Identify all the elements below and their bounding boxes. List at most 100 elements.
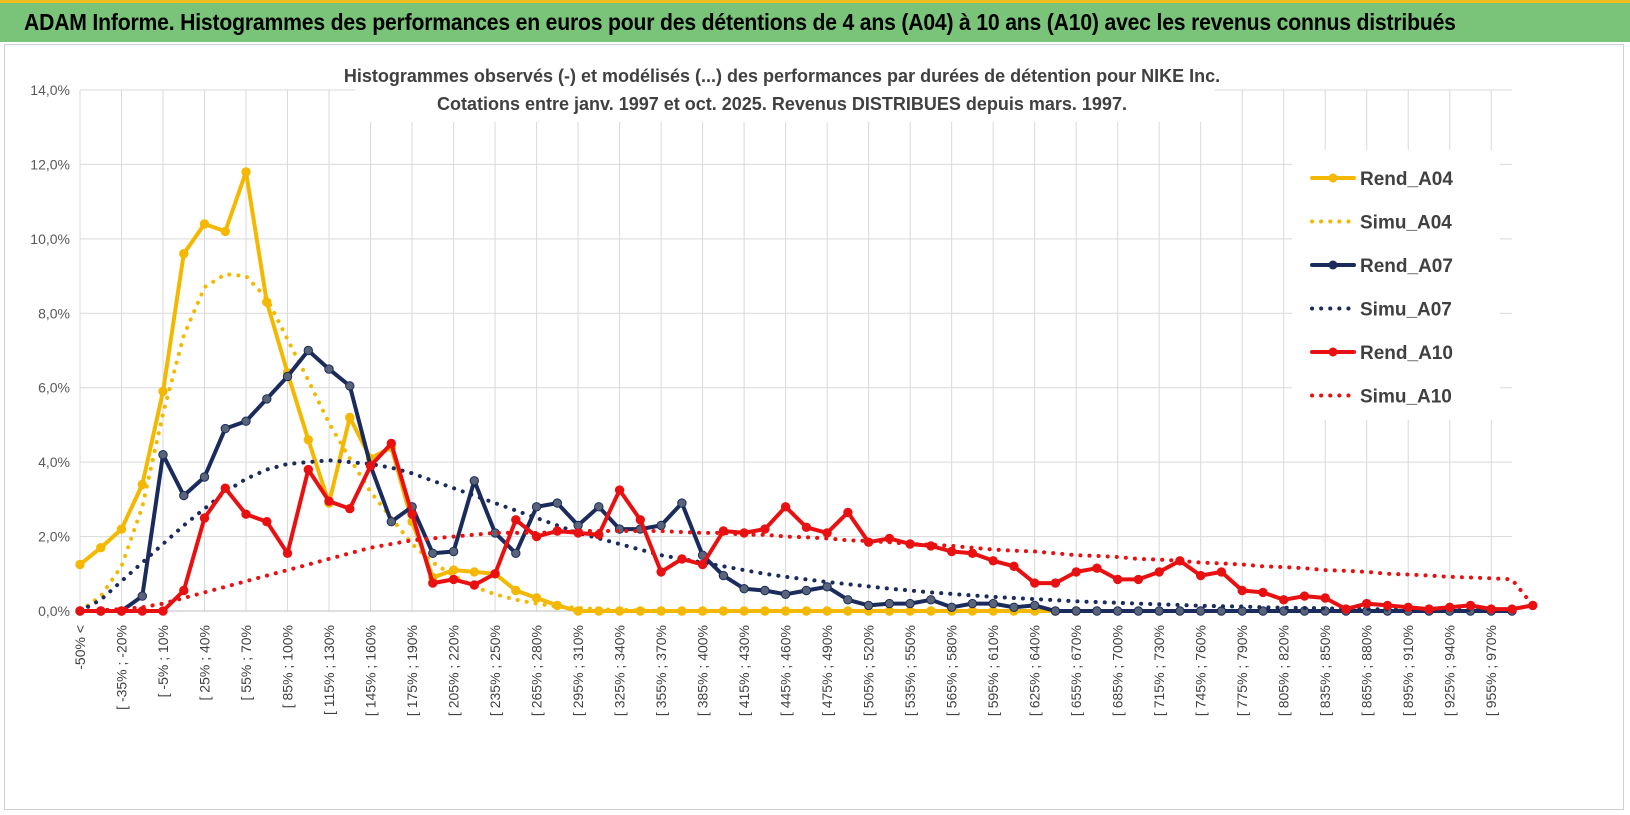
data-point [1030, 600, 1040, 611]
data-point [1216, 606, 1227, 616]
data-point [1341, 604, 1351, 614]
y-tick-label: 10,0% [30, 231, 70, 247]
report-title: ADAM Informe. Histogrammes des performan… [24, 9, 1456, 35]
data-point [448, 574, 459, 585]
data-point [1113, 574, 1123, 585]
data-point [1071, 606, 1081, 616]
axes: 0,0% 2,0% 4,0% 6,0% 8,0% 10,0% 12,0% 14,0% -50% … [30, 82, 1512, 716]
data-point [428, 578, 438, 588]
data-point [137, 479, 148, 490]
x-tick-label: [ 295% ; 310% [570, 625, 586, 716]
data-point [1009, 602, 1019, 612]
data-point [490, 569, 500, 579]
data-point [947, 546, 957, 557]
data-point [1050, 578, 1061, 588]
x-tick-label: [ -35% ; -20% [114, 625, 130, 710]
chart-subtitle: Cotations entre janv. 1997 et oct. 2025.… [437, 94, 1127, 114]
data-point [760, 524, 770, 534]
data-point [697, 559, 708, 570]
x-tick-label: [ 355% ; 370% [653, 625, 669, 716]
data-point [407, 509, 417, 519]
data-point [1092, 563, 1102, 573]
data-point [905, 598, 915, 609]
data-point [967, 598, 978, 609]
x-tick-label: [ 805% ; 820% [1276, 625, 1292, 716]
data-point [1320, 593, 1330, 603]
data-point [345, 504, 355, 514]
data-point [1154, 567, 1164, 577]
x-tick-label: [ 235% ; 250% [487, 625, 503, 716]
legend-marker [1328, 347, 1338, 357]
data-point [801, 585, 812, 596]
data-point [1196, 606, 1206, 616]
data-point [469, 580, 479, 590]
series-line-simu-a04 [78, 272, 1079, 613]
data-point [1154, 606, 1164, 616]
data-point [1030, 578, 1040, 588]
data-point [303, 435, 313, 445]
x-tick-label: [ 115% ; 130% [321, 625, 337, 715]
x-tick-label: [ 595% ; 610% [985, 625, 1001, 716]
series-line-rend-a07 [78, 348, 1514, 613]
data-point [967, 548, 978, 558]
x-tick-label: [ 835% ; 850% [1317, 625, 1333, 716]
data-point [282, 371, 293, 382]
data-point [718, 570, 729, 581]
data-point [988, 598, 998, 609]
series-line-simu-a07 [78, 458, 1514, 613]
x-tick-label: [ 565% ; 580% [944, 625, 960, 716]
data-point [1362, 598, 1372, 609]
report-banner: ADAM Informe. Histogrammes des performan… [0, 0, 1630, 42]
data-point [594, 502, 604, 512]
title-background [355, 60, 1215, 122]
data-point [1175, 606, 1185, 616]
data-point [1279, 595, 1289, 605]
x-tick-label: [ 445% ; 460% [778, 625, 794, 716]
data-point [448, 546, 459, 557]
series-line-simu-a10 [78, 529, 1535, 613]
x-tick-label: [ 925% ; 940% [1442, 625, 1458, 716]
x-tick-label: [ 955% ; 970% [1483, 625, 1499, 716]
data-point [511, 515, 521, 525]
data-point [428, 548, 438, 558]
y-tick-label: 12,0% [30, 156, 70, 172]
data-point [1486, 604, 1496, 614]
data-point [303, 464, 313, 475]
data-point [96, 543, 106, 553]
data-point [179, 490, 189, 501]
chart-frame [4, 44, 1624, 810]
x-tick-label: [ 625% ; 640% [1027, 625, 1043, 716]
data-point [158, 450, 168, 460]
y-tick-label: 8,0% [38, 305, 70, 321]
data-point [801, 522, 812, 532]
data-point [511, 548, 521, 558]
data-point [220, 483, 231, 493]
data-point [863, 600, 874, 611]
data-point [1403, 602, 1413, 612]
data-point [1299, 591, 1310, 601]
data-point [179, 585, 189, 596]
y-tick-label: 14,0% [30, 82, 70, 98]
x-tick-label: [ 655% ; 670% [1068, 625, 1084, 716]
x-tick-label: [ 685% ; 700% [1110, 625, 1126, 716]
data-point [1507, 604, 1517, 614]
data-point [199, 513, 210, 523]
data-point [1113, 606, 1123, 616]
data-point [635, 515, 645, 525]
x-tick-label: [ 55% ; 70% [238, 625, 254, 701]
data-point [780, 589, 791, 599]
data-point [365, 461, 376, 471]
data-point [739, 584, 749, 594]
data-point [241, 167, 251, 177]
data-point [1465, 600, 1476, 611]
data-point [1237, 585, 1247, 596]
x-tick-label: [ 85% ; 100% [280, 625, 296, 708]
data-point [1424, 604, 1434, 614]
x-tick-label: [ 895% ; 910% [1400, 625, 1416, 716]
series-lines [75, 167, 1538, 616]
y-tick-label: 2,0% [38, 529, 70, 545]
x-tick-label: [ -5% ; 10% [155, 625, 171, 697]
x-tick-label: [ 325% ; 340% [612, 625, 628, 716]
data-point [1216, 567, 1227, 577]
chart-title: Histogrammes observés (-) et modélisés (… [344, 66, 1220, 86]
